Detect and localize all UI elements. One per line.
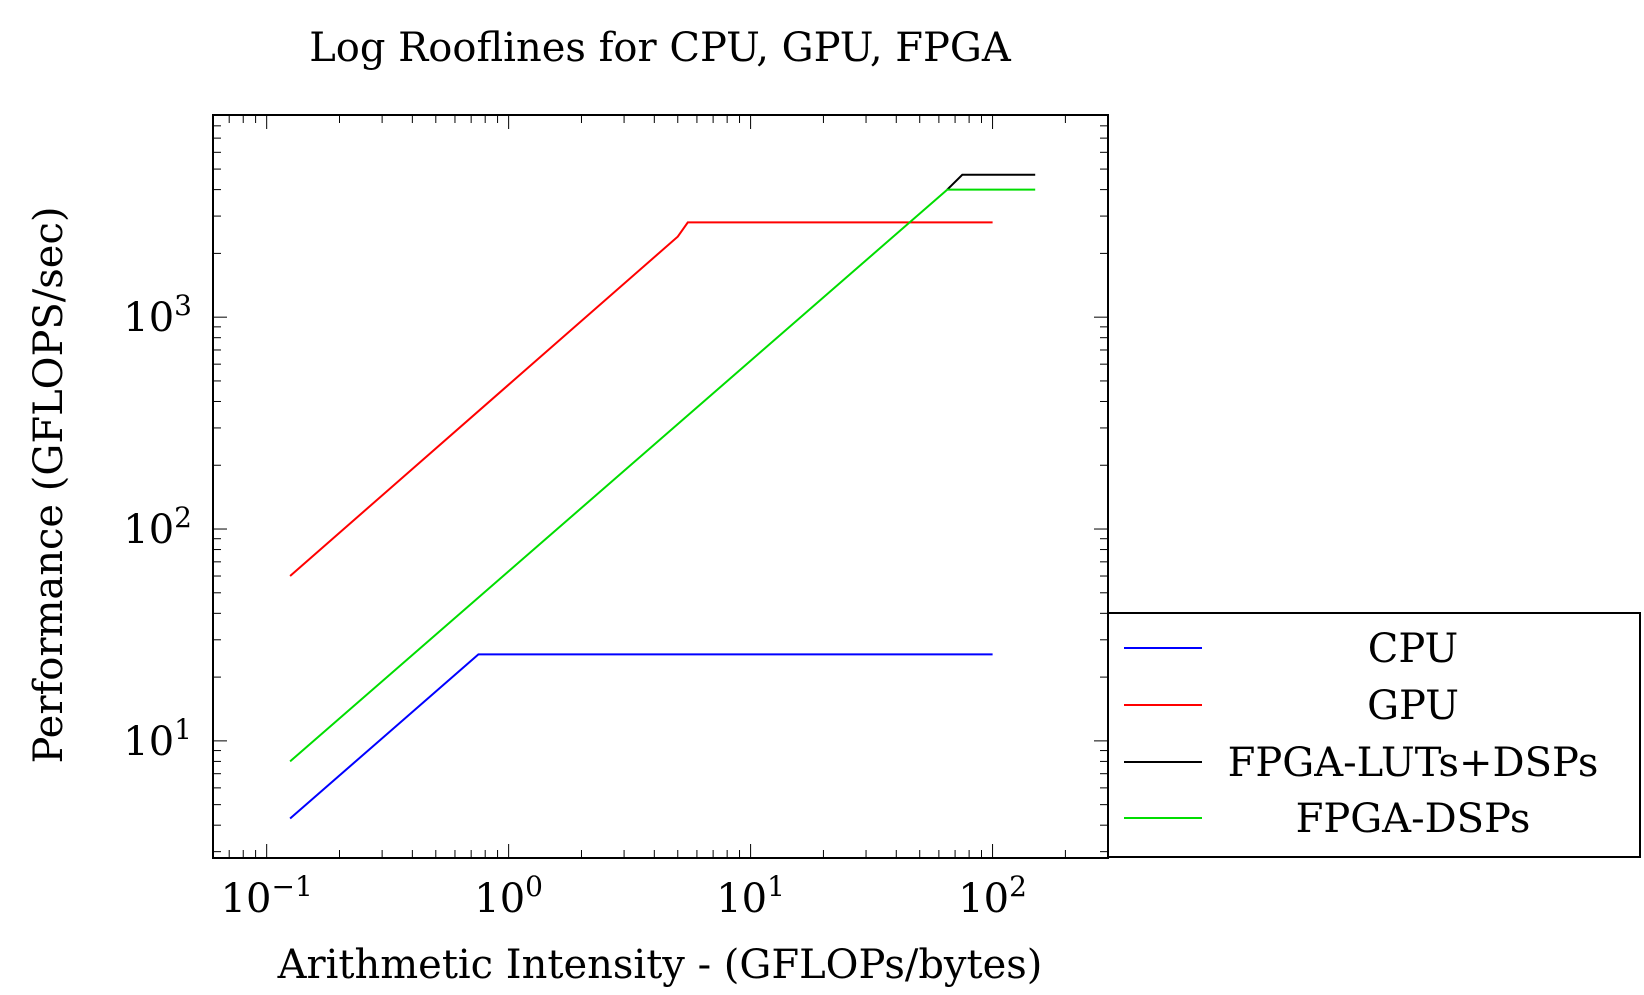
- plot-area: 10−1 100 101 102 101 102 103: [123, 114, 1109, 922]
- series-line-fpga-dsps: [289, 188, 1036, 763]
- series-line-cpu: [289, 653, 993, 820]
- y-axis-label: Performance (GFLOPS/sec): [26, 207, 72, 764]
- x-tick-label: 10−1: [221, 870, 313, 922]
- x-tick-label: 100: [474, 870, 543, 922]
- plot-frame: [212, 114, 1109, 859]
- legend: CPU GPU FPGA-LUTs+DSPs FPGA-DSPs: [1107, 612, 1641, 858]
- legend-label: CPU: [1368, 626, 1459, 672]
- legend-label: FPGA-LUTs+DSPs: [1228, 740, 1599, 786]
- legend-label: GPU: [1367, 683, 1459, 729]
- legend-label: FPGA-DSPs: [1296, 796, 1531, 842]
- legend-box: [1107, 612, 1641, 858]
- series-line-gpu: [289, 221, 993, 577]
- x-axis-label: Arithmetic Intensity - (GFLOPs/bytes): [277, 942, 1043, 988]
- series-line-fpga-luts-dsps: [946, 173, 1036, 191]
- x-tick-label: 102: [958, 870, 1027, 922]
- x-tick-label: 101: [716, 870, 785, 922]
- y-tick-label: 102: [123, 501, 192, 553]
- y-tick-label: 103: [123, 289, 192, 341]
- chart-title: Log Rooflines for CPU, GPU, FPGA: [309, 25, 1012, 71]
- y-tick-label: 101: [123, 713, 192, 765]
